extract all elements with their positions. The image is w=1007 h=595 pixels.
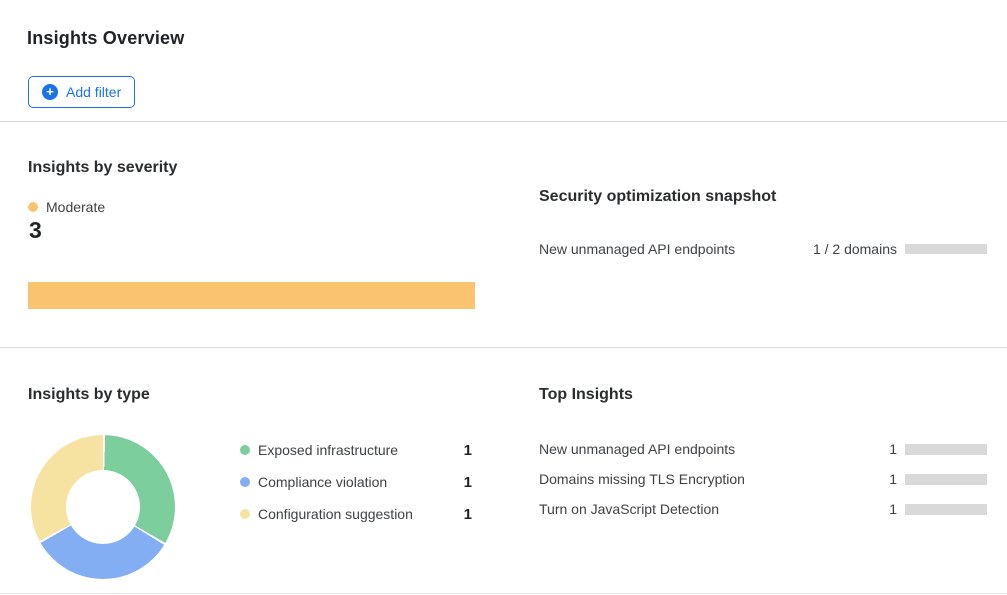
top-insight-row[interactable]: Turn on JavaScript Detection 1 bbox=[539, 501, 987, 517]
legend-item-label: Exposed infrastructure bbox=[258, 442, 399, 458]
legend-item[interactable]: Compliance violation 1 bbox=[240, 472, 472, 492]
section-divider bbox=[0, 593, 1007, 594]
top-insight-meter: 1 bbox=[889, 501, 987, 517]
top-insight-label: New unmanaged API endpoints bbox=[539, 441, 736, 457]
top-insight-row[interactable]: Domains missing TLS Encryption 1 bbox=[539, 471, 987, 487]
severity-legend: Moderate bbox=[28, 199, 105, 215]
severity-section-heading: Insights by severity bbox=[28, 159, 178, 176]
severity-bar-chart[interactable] bbox=[28, 282, 475, 309]
legend-item-label: Configuration suggestion bbox=[258, 506, 413, 522]
snapshot-meter-value: 1 / 2 domains bbox=[812, 241, 897, 257]
severity-count: 3 bbox=[29, 217, 42, 243]
page-title: Insights Overview bbox=[27, 28, 185, 48]
section-divider bbox=[0, 121, 1007, 122]
snapshot-row-label: New unmanaged API endpoints bbox=[539, 241, 736, 257]
top-insight-value: 1 bbox=[889, 501, 897, 517]
legend-item-label: Compliance violation bbox=[258, 474, 388, 490]
type-section-heading: Insights by type bbox=[28, 386, 150, 403]
snapshot-meter-group: 1 / 2 domains bbox=[813, 241, 987, 257]
top-insight-value: 1 bbox=[889, 471, 897, 487]
legend-item[interactable]: Configuration suggestion 1 bbox=[240, 504, 472, 524]
moderate-legend-dot bbox=[28, 202, 38, 212]
top-insight-track bbox=[905, 503, 987, 515]
top-insight-track bbox=[905, 473, 987, 485]
top-insight-label: Domains missing TLS Encryption bbox=[539, 471, 745, 487]
top-insight-row[interactable]: New unmanaged API endpoints 1 bbox=[539, 441, 987, 457]
top-insights-list: New unmanaged API endpoints 1 Domains mi… bbox=[539, 441, 987, 531]
exposed-infrastructure-dot bbox=[240, 445, 250, 455]
legend-item-count: 1 bbox=[463, 473, 472, 491]
configuration-suggestion-dot bbox=[240, 509, 250, 519]
compliance-violation-dot bbox=[240, 477, 250, 487]
section-divider bbox=[0, 347, 1007, 348]
top-insight-meter: 1 bbox=[889, 441, 987, 457]
insights-by-type-legend: Exposed infrastructure 1 Compliance viol… bbox=[240, 440, 472, 536]
legend-item-count: 1 bbox=[463, 441, 472, 459]
moderate-legend-label: Moderate bbox=[46, 199, 106, 215]
legend-item-count: 1 bbox=[463, 505, 472, 523]
add-filter-button[interactable]: + Add filter bbox=[28, 76, 136, 108]
top-insight-meter: 1 bbox=[889, 471, 987, 487]
snapshot-section-heading: Security optimization snapshot bbox=[539, 188, 777, 205]
top-insights-heading: Top Insights bbox=[539, 386, 633, 403]
add-filter-label: Add filter bbox=[66, 84, 122, 100]
plus-icon: + bbox=[42, 84, 58, 100]
snapshot-progress-track bbox=[905, 244, 987, 254]
insights-by-type-donut-chart[interactable] bbox=[31, 435, 175, 579]
legend-item[interactable]: Exposed infrastructure 1 bbox=[240, 440, 472, 460]
top-insight-value: 1 bbox=[889, 441, 897, 457]
top-insight-track bbox=[905, 443, 987, 455]
snapshot-row[interactable]: New unmanaged API endpoints 1 / 2 domain… bbox=[539, 241, 987, 257]
top-insight-label: Turn on JavaScript Detection bbox=[539, 501, 720, 517]
